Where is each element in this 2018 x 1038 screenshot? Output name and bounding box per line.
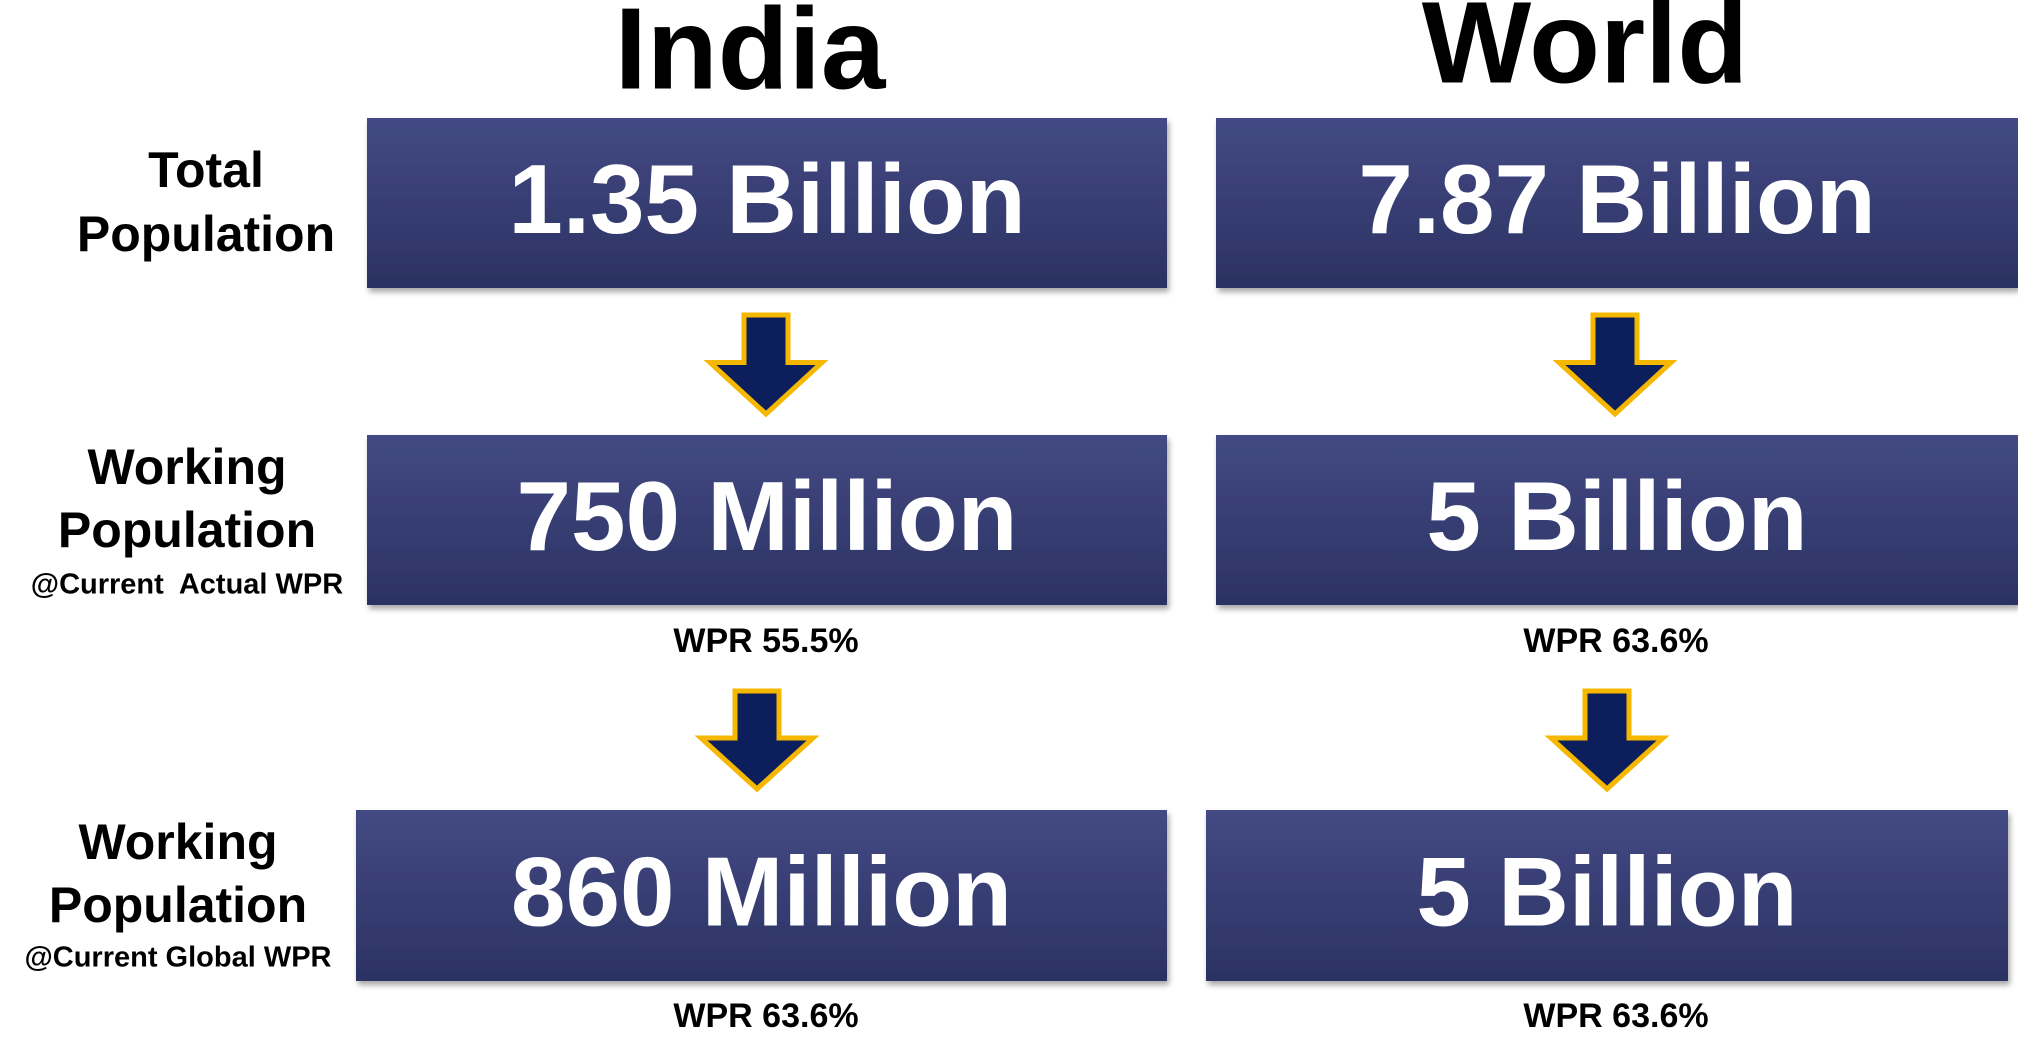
value-box xyxy=(1206,810,2008,981)
column-title: India xyxy=(615,0,887,114)
column-title: World xyxy=(1422,0,1748,108)
value-text: 5 Billion xyxy=(1416,836,1797,946)
value-box xyxy=(356,810,1167,981)
value-box xyxy=(1216,118,2018,288)
value-text: 1.35 Billion xyxy=(508,144,1025,254)
value-box xyxy=(367,118,1167,288)
row-label: Total xyxy=(148,142,264,198)
down-arrow xyxy=(694,688,820,793)
wpr-note: WPR 63.6% xyxy=(1523,997,1708,1035)
down-arrow xyxy=(1552,312,1678,418)
down-arrow xyxy=(703,312,829,418)
value-text: 5 Billion xyxy=(1426,461,1807,571)
row-sublabel: @Current Actual WPR xyxy=(31,569,343,601)
row-label: Working xyxy=(87,439,286,495)
row-label: Population xyxy=(77,206,335,262)
row-label: Working xyxy=(78,814,277,870)
row-label: Population xyxy=(58,502,316,558)
value-text: 7.87 Billion xyxy=(1358,144,1875,254)
value-box xyxy=(1216,435,2018,605)
wpr-note: WPR 63.6% xyxy=(673,997,858,1035)
row-sublabel: @Current Global WPR xyxy=(24,942,331,974)
down-arrow xyxy=(1544,688,1670,793)
value-box xyxy=(367,435,1167,605)
wpr-note: WPR 55.5% xyxy=(673,622,858,660)
wpr-note: WPR 63.6% xyxy=(1523,622,1708,660)
value-text: 860 Million xyxy=(511,836,1012,946)
value-text: 750 Million xyxy=(516,461,1017,571)
row-label: Population xyxy=(49,877,307,933)
